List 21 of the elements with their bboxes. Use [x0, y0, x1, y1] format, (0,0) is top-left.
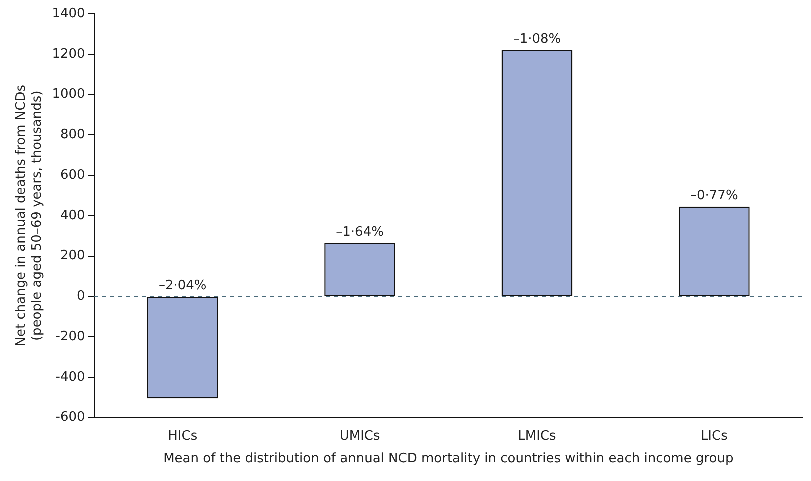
y-tick-label: 0 — [77, 289, 86, 304]
y-tick-label: 200 — [60, 248, 86, 264]
annotation: –1·64% — [336, 225, 384, 240]
annotation: –0·77% — [690, 188, 738, 204]
y-axis-title: Net change in annual deaths from NCDs (people aged 50–69 years, thousands) — [14, 84, 45, 347]
y-tick-label: -600 — [56, 410, 86, 426]
y-tick-label: 1200 — [52, 46, 86, 62]
annotation: –2·04% — [158, 278, 207, 294]
x-axis-title: Mean of the distribution of annual NCD mortality in countries within each income group — [164, 452, 734, 467]
y-tick-label: 800 — [60, 128, 86, 143]
y-tick-label: -200 — [56, 329, 86, 344]
y-tick-label: -400 — [56, 370, 86, 385]
annotation: –1·08% — [513, 32, 562, 48]
x-tick-label: LMICs — [518, 428, 557, 444]
x-tick-label: HICs — [168, 428, 198, 444]
y-tick-label: 600 — [60, 168, 86, 183]
x-tick-label: UMICs — [340, 428, 380, 444]
y-tick-label: 1000 — [52, 87, 86, 102]
y-tick-label: 400 — [60, 208, 86, 224]
y-tick-label: 1400 — [52, 6, 86, 22]
x-tick-label: LICs — [700, 428, 728, 444]
